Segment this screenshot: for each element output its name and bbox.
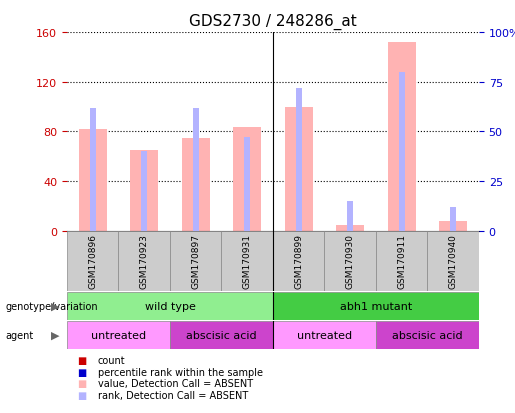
Text: untreated: untreated <box>91 330 146 340</box>
Text: GSM170931: GSM170931 <box>243 234 252 289</box>
Bar <box>336 225 365 231</box>
Bar <box>244 138 250 231</box>
Bar <box>193 108 199 231</box>
Text: GSM170899: GSM170899 <box>294 234 303 289</box>
Bar <box>273 321 376 349</box>
Bar <box>399 73 405 231</box>
Text: percentile rank within the sample: percentile rank within the sample <box>98 367 263 377</box>
Bar <box>284 107 313 231</box>
Bar <box>273 292 479 320</box>
Bar <box>141 152 147 231</box>
Bar <box>182 138 210 231</box>
Bar <box>376 231 427 291</box>
Text: abscisic acid: abscisic acid <box>392 330 463 340</box>
Text: GSM170897: GSM170897 <box>191 234 200 289</box>
Bar <box>233 127 261 231</box>
Text: untreated: untreated <box>297 330 352 340</box>
Text: ■: ■ <box>77 355 87 365</box>
Text: GSM170930: GSM170930 <box>346 234 355 289</box>
Bar <box>450 207 456 231</box>
Bar <box>273 231 324 291</box>
Text: ▶: ▶ <box>50 330 59 340</box>
Bar <box>376 321 479 349</box>
Text: ▶: ▶ <box>50 301 59 311</box>
Text: GSM170911: GSM170911 <box>397 234 406 289</box>
Bar <box>78 130 107 231</box>
Bar <box>90 108 96 231</box>
Text: genotype/variation: genotype/variation <box>5 301 98 311</box>
Text: wild type: wild type <box>145 301 195 311</box>
Text: rank, Detection Call = ABSENT: rank, Detection Call = ABSENT <box>98 390 248 400</box>
Bar <box>388 43 416 231</box>
Bar <box>427 231 479 291</box>
Text: GSM170940: GSM170940 <box>449 234 458 289</box>
Bar <box>170 231 221 291</box>
Bar <box>439 221 468 231</box>
Title: GDS2730 / 248286_at: GDS2730 / 248286_at <box>189 14 357 30</box>
Text: GSM170923: GSM170923 <box>140 234 149 289</box>
Bar <box>170 321 273 349</box>
Bar <box>67 321 170 349</box>
Bar <box>67 292 273 320</box>
Bar <box>67 231 118 291</box>
Text: abh1 mutant: abh1 mutant <box>340 301 412 311</box>
Text: agent: agent <box>5 330 33 340</box>
Text: value, Detection Call = ABSENT: value, Detection Call = ABSENT <box>98 378 253 388</box>
Bar <box>118 231 170 291</box>
Text: abscisic acid: abscisic acid <box>186 330 257 340</box>
Text: count: count <box>98 355 126 365</box>
Text: GSM170896: GSM170896 <box>88 234 97 289</box>
Text: ■: ■ <box>77 390 87 400</box>
Bar <box>347 202 353 231</box>
Text: ■: ■ <box>77 378 87 388</box>
Bar <box>296 88 302 231</box>
Text: ■: ■ <box>77 367 87 377</box>
Bar <box>130 151 159 231</box>
Bar <box>324 231 376 291</box>
Bar <box>221 231 273 291</box>
